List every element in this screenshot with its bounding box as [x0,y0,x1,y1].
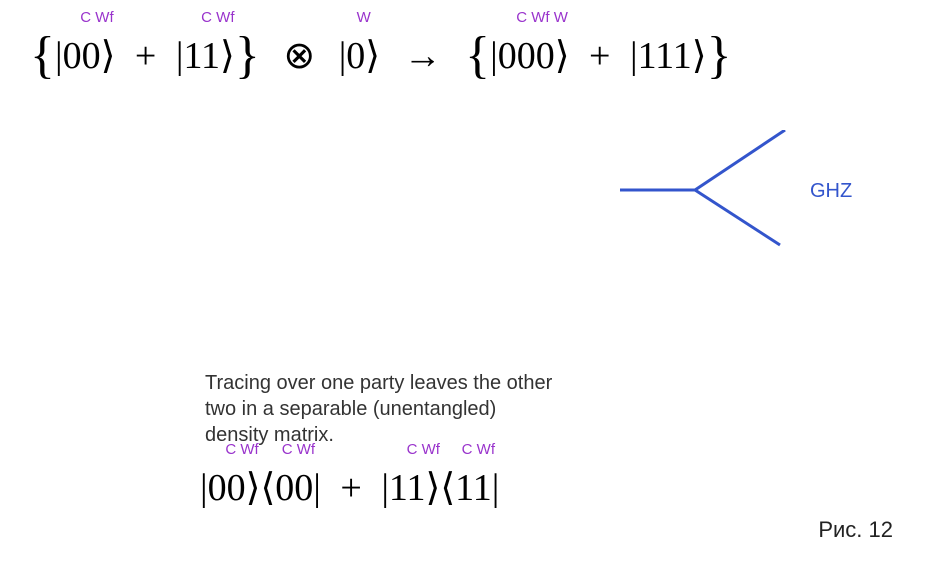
plus-2: + [579,35,620,77]
tracing-text: Tracing over one party leaves the other … [205,370,595,448]
annot-c-wf-1: C Wf [67,9,127,26]
ghz-svg [620,130,820,260]
ket-11-left: C Wf |11⟩ [176,33,235,78]
brace-open-1: { [30,26,55,85]
plus-b: + [330,467,371,509]
ket-11-b: C Wf |11⟩ [381,465,440,510]
ghz-line-3 [695,190,780,245]
tensor-symbol: ⊗ [269,35,329,77]
annot-w: W [349,9,379,26]
ket-11-b-text: |11⟩ [381,467,440,509]
ket-00-text: |00⟩ [55,35,115,77]
ket-111-text: |111⟩ [630,35,707,77]
ket-00-b: C Wf |00⟩ [200,465,260,510]
figure-label: Рис. 12 [818,517,893,543]
ket-00-left: C Wf |00⟩ [55,33,115,78]
bra-00-b-text: ⟨00| [260,467,320,509]
ket-111: |111⟩ [630,33,707,78]
tracing-line2: two in a separable (unentangled) [205,398,496,420]
ket-11-text: |11⟩ [176,35,235,77]
ket-0-text: |0⟩ [339,35,380,77]
annot-bt3: C Wf [393,441,453,458]
brace-close-1: } [235,26,260,85]
ket-000: C Wf W |000⟩ [490,33,569,78]
annot-c-wf-2: C Wf [188,9,248,26]
ghz-label: GHZ [810,180,852,203]
ket-00-b-text: |00⟩ [200,467,260,509]
tracing-line1: Tracing over one party leaves the other [205,372,552,394]
plus-1: + [125,35,166,77]
annot-bt1: C Wf [212,441,272,458]
brace-close-2: } [707,26,732,85]
annot-c-wf-w: C Wf W [502,9,582,26]
bra-00-b: C Wf ⟨00| [260,465,320,510]
brace-open-2: { [465,26,490,85]
ghz-diagram [620,130,820,260]
annot-bt2: C Wf [268,441,328,458]
ket-0: W |0⟩ [339,33,380,78]
arrow: → [390,35,456,77]
ket-000-text: |000⟩ [490,35,569,77]
bra-11-b-text: ⟨11| [440,467,499,509]
bra-11-b: C Wf ⟨11| [440,465,499,510]
annot-bt4: C Wf [448,441,508,458]
ghz-line-2 [695,130,785,190]
top-equation: { C Wf |00⟩ + C Wf |11⟩ } ⊗ W |0⟩ → { C … [30,30,903,100]
bottom-equation: C Wf |00⟩ C Wf ⟨00| + C Wf |11⟩ C Wf ⟨11… [200,465,499,525]
